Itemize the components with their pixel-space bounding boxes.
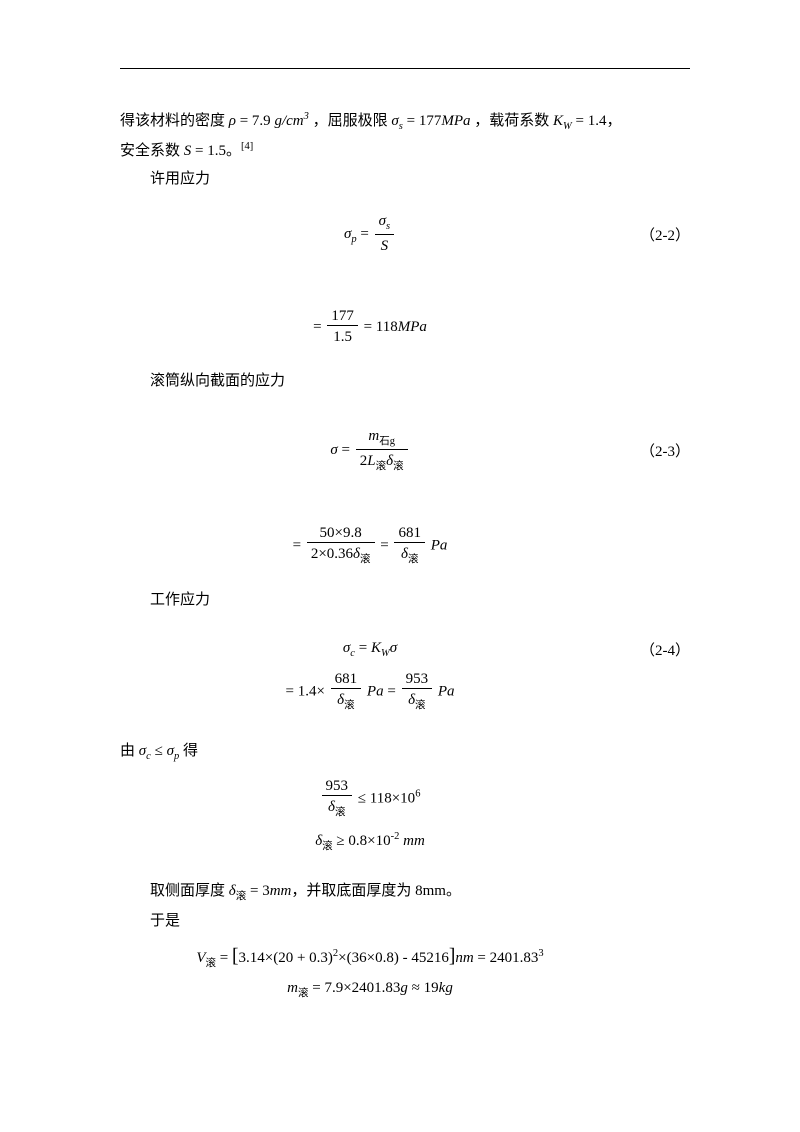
label-allowable-stress: 许用应力: [120, 165, 690, 194]
unit: Pa: [431, 538, 448, 554]
equation-2-3-calc: = 50×9.8 2×0.36δ滚 = 681 δ滚 Pa: [120, 524, 690, 568]
text: 3.14×(20 + 0.3): [239, 950, 333, 966]
fraction: 681 δ滚: [331, 670, 362, 714]
equals: =: [338, 442, 354, 458]
unit: nm: [455, 950, 473, 966]
subscript: 滚: [236, 891, 247, 902]
fraction: σs S: [375, 212, 395, 257]
page: 得该材料的密度 ρ = 7.9 g/cm3 ，屈服极限 σs = 177MPa …: [0, 0, 800, 1132]
unit: Pa: [367, 683, 384, 699]
text: ，载荷系数: [474, 113, 549, 129]
subscript: 滚: [322, 841, 333, 852]
para-2: 安全系数 S = 1.5。[4]: [120, 137, 690, 166]
text: 得该材料的密度: [120, 113, 225, 129]
equals: =: [355, 640, 371, 656]
text: ≥ 0.8×10: [333, 833, 391, 849]
inequality-2: δ滚 ≥ 0.8×10-2 mm: [120, 831, 690, 853]
subscript: 滚: [298, 988, 309, 999]
text: 取侧面厚度: [150, 883, 225, 899]
label-longitudinal-stress: 滚筒纵向截面的应力: [120, 367, 690, 396]
volume-equation: V滚 = [3.14×(20 + 0.3)2×(36×0.8) - 45216]…: [120, 946, 690, 970]
fraction: 681 δ滚: [394, 524, 425, 568]
equation-number: （2-3）: [620, 440, 690, 461]
fraction: 953 δ滚: [322, 777, 353, 821]
equation-number: （2-4）: [620, 639, 690, 660]
take-thickness: 取侧面厚度 δ滚 = 3mm，并取底面厚度为 8mm。: [120, 877, 690, 907]
inequality-1: 953 δ滚 ≤ 118×106: [120, 777, 690, 821]
text: = 1.5: [191, 143, 226, 159]
unit: MPa: [441, 113, 470, 129]
text: ，并取底面厚度为 8mm。: [291, 883, 461, 899]
symbol: σ: [330, 442, 337, 458]
subscript: p: [174, 751, 179, 762]
unit: Pa: [438, 683, 455, 699]
unit: g/cm3: [274, 113, 308, 129]
text: 安全系数: [120, 143, 180, 159]
subscript: W: [563, 121, 572, 132]
text: = 7.9: [236, 113, 274, 129]
top-rule: [120, 68, 690, 69]
equals: =: [387, 683, 399, 699]
unit: kg: [439, 980, 453, 996]
unit: MPa: [398, 319, 427, 335]
equation-2-3: σ = m石g 2L滚δ滚 （2-3）: [120, 427, 690, 474]
text: 得: [183, 743, 198, 759]
symbol: σ: [167, 743, 174, 759]
label-working-stress: 工作应力: [120, 586, 690, 615]
text: 。: [226, 143, 241, 159]
equals: =: [216, 950, 232, 966]
symbol: m: [287, 980, 298, 996]
exponent: 3: [538, 948, 543, 959]
equals: =: [357, 226, 373, 242]
equation-number: （2-2）: [620, 224, 690, 245]
symbol-K: K: [553, 113, 563, 129]
equation-2-4: σc = KWσ （2-4）: [120, 639, 690, 660]
subscript: 滚: [206, 958, 217, 969]
subscript: W: [381, 648, 390, 659]
symbol: δ: [229, 883, 236, 899]
equation-2-2: σp = σs S （2-2）: [120, 212, 690, 257]
reference: [4]: [241, 141, 253, 152]
text: ≤ 118×10: [358, 791, 415, 807]
equals: =: [293, 538, 305, 554]
symbol: V: [196, 950, 205, 966]
text: = 177: [403, 113, 441, 129]
equation-2-4-calc: = 1.4× 681 δ滚 Pa = 953 δ滚 Pa: [120, 670, 690, 714]
text: = 1.4: [572, 113, 607, 129]
text: = 7.9×2401.83: [309, 980, 401, 996]
operator: ≤: [151, 743, 167, 759]
unit: g: [400, 980, 408, 996]
text: ×(36×0.8) - 45216: [338, 950, 449, 966]
symbol: K: [371, 640, 381, 656]
then-label: 于是: [120, 907, 690, 936]
symbol-rho: ρ: [229, 113, 236, 129]
fraction: 50×9.8 2×0.36δ滚: [307, 524, 375, 568]
text: ，: [607, 113, 622, 129]
unit: mm: [399, 833, 424, 849]
symbol: σ: [390, 640, 397, 656]
text: = 3: [246, 883, 269, 899]
para-1: 得该材料的密度 ρ = 7.9 g/cm3 ，屈服极限 σs = 177MPa …: [120, 107, 690, 137]
exponent: 6: [415, 789, 420, 800]
unit: mm: [270, 883, 292, 899]
fraction: 177 1.5: [327, 307, 358, 349]
fraction: m石g 2L滚δ滚: [356, 427, 408, 474]
text: = 1.4×: [286, 683, 325, 699]
equals: =: [313, 319, 325, 335]
text: = 2401.8: [474, 950, 531, 966]
text: ，屈服极限: [313, 113, 388, 129]
equation-2-2-calc: = 177 1.5 = 118MPa: [120, 307, 690, 349]
text: ≈ 19: [408, 980, 439, 996]
result: = 118: [364, 319, 398, 335]
text: 由: [120, 743, 135, 759]
mass-equation: m滚 = 7.9×2401.83g ≈ 19kg: [120, 980, 690, 1000]
equals: =: [380, 538, 392, 554]
condition-line: 由 σc ≤ σp 得: [120, 737, 690, 767]
fraction: 953 δ滚: [402, 670, 433, 714]
symbol-sigma: σ: [391, 113, 398, 129]
